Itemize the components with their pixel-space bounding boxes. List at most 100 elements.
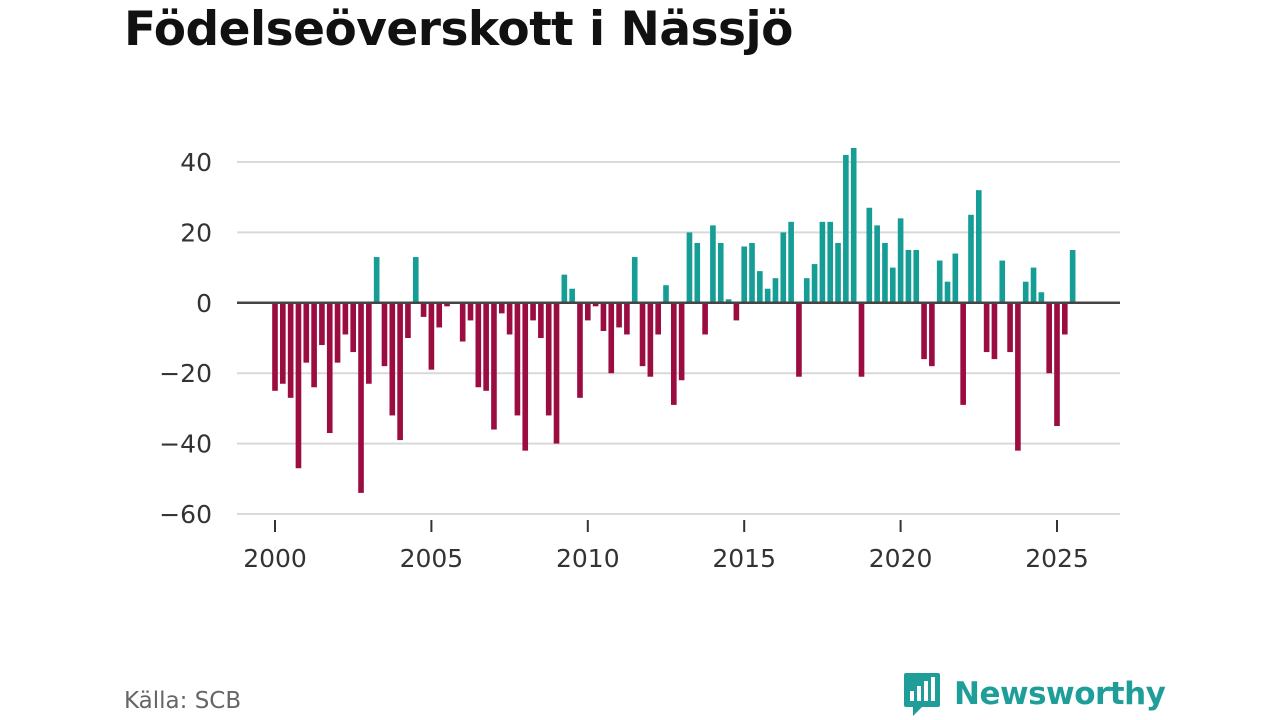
bar [326,302,333,434]
bar [319,302,325,346]
bar [796,302,802,377]
x-tick-label: 2015 [712,544,776,573]
bar [1054,302,1060,426]
bar [584,302,591,321]
bar [764,288,771,303]
brand-logo[interactable]: Newsworthy [902,671,1166,717]
bar [334,302,341,363]
bar [936,260,943,303]
bar [655,302,661,335]
bar [624,302,630,335]
bar [835,242,841,303]
bar [850,147,857,303]
bar [983,302,990,353]
bar [1046,302,1052,374]
bar [999,260,1006,303]
source-note: Källa: SCB [124,688,242,714]
bar [944,281,951,303]
bar [671,302,677,405]
bar [459,302,466,342]
bar [522,302,529,451]
bar [483,302,489,391]
bar [960,302,966,405]
y-tick-label: −40 [159,430,212,459]
y-tick-label: 0 [196,289,212,318]
bar [882,242,888,303]
bar [600,302,607,331]
bar [311,302,317,388]
bar [733,302,740,321]
bar [287,302,294,398]
chart-title: Födelseöverskott i Nässjö [124,2,793,57]
x-tick-label: 2025 [1025,544,1089,573]
bar [475,302,482,388]
bar [952,253,959,303]
bar [569,288,575,303]
bar [506,302,513,335]
bar [420,302,427,317]
bar-chart: −60 −40 −20 0 20 40 2000 2005 2010 2015 2020 2025 [159,147,1120,573]
x-axis: 2000 2005 2010 2015 2020 2025 [243,520,1089,573]
x-tick-label: 2000 [243,544,307,573]
bar [975,190,982,303]
bar [373,257,380,303]
bar [545,302,552,416]
bar [968,214,974,303]
bar [514,302,521,416]
bar [436,302,443,328]
bar [592,302,599,307]
x-tick-label: 2005 [400,544,464,573]
brand-name: Newsworthy [954,676,1166,712]
y-tick-label: 40 [180,148,212,177]
bar [1015,302,1021,451]
bar [921,302,927,360]
x-tick-label: 2010 [556,544,620,573]
bar [889,267,896,303]
bar [991,302,998,360]
bar [647,302,654,377]
bar [819,221,826,303]
bar [280,302,286,384]
bar [827,221,834,303]
bar [389,302,396,416]
bar [366,302,372,384]
bar [350,302,357,353]
bar [272,302,278,391]
bar [303,302,310,363]
bar [397,302,403,441]
bar [381,302,388,367]
y-tick-label: −20 [159,359,212,388]
bar [897,218,904,303]
bar [467,302,474,321]
bar [702,302,708,335]
bar [725,299,732,303]
bar [694,242,701,303]
bar [428,302,435,370]
bar [913,250,920,303]
bar [498,302,505,314]
bar [412,257,419,303]
bar [358,302,364,493]
gridlines [237,161,1120,515]
bar-chart-icon [904,673,940,716]
bar [686,232,693,303]
bar [444,302,450,307]
bar [616,302,622,328]
bar [631,257,638,303]
bar [1030,267,1037,303]
y-tick-label: −60 [159,500,212,529]
bar [717,242,724,303]
bar [1062,302,1068,335]
bar [553,302,560,444]
bar [1069,250,1076,303]
bar [561,274,568,303]
bar [843,154,849,303]
bar [491,302,497,430]
bar [710,225,716,303]
x-tick-label: 2020 [869,544,933,573]
bar [749,242,755,303]
bar [1007,302,1013,353]
bar [866,207,873,303]
bar [577,302,583,398]
bar [788,221,794,303]
